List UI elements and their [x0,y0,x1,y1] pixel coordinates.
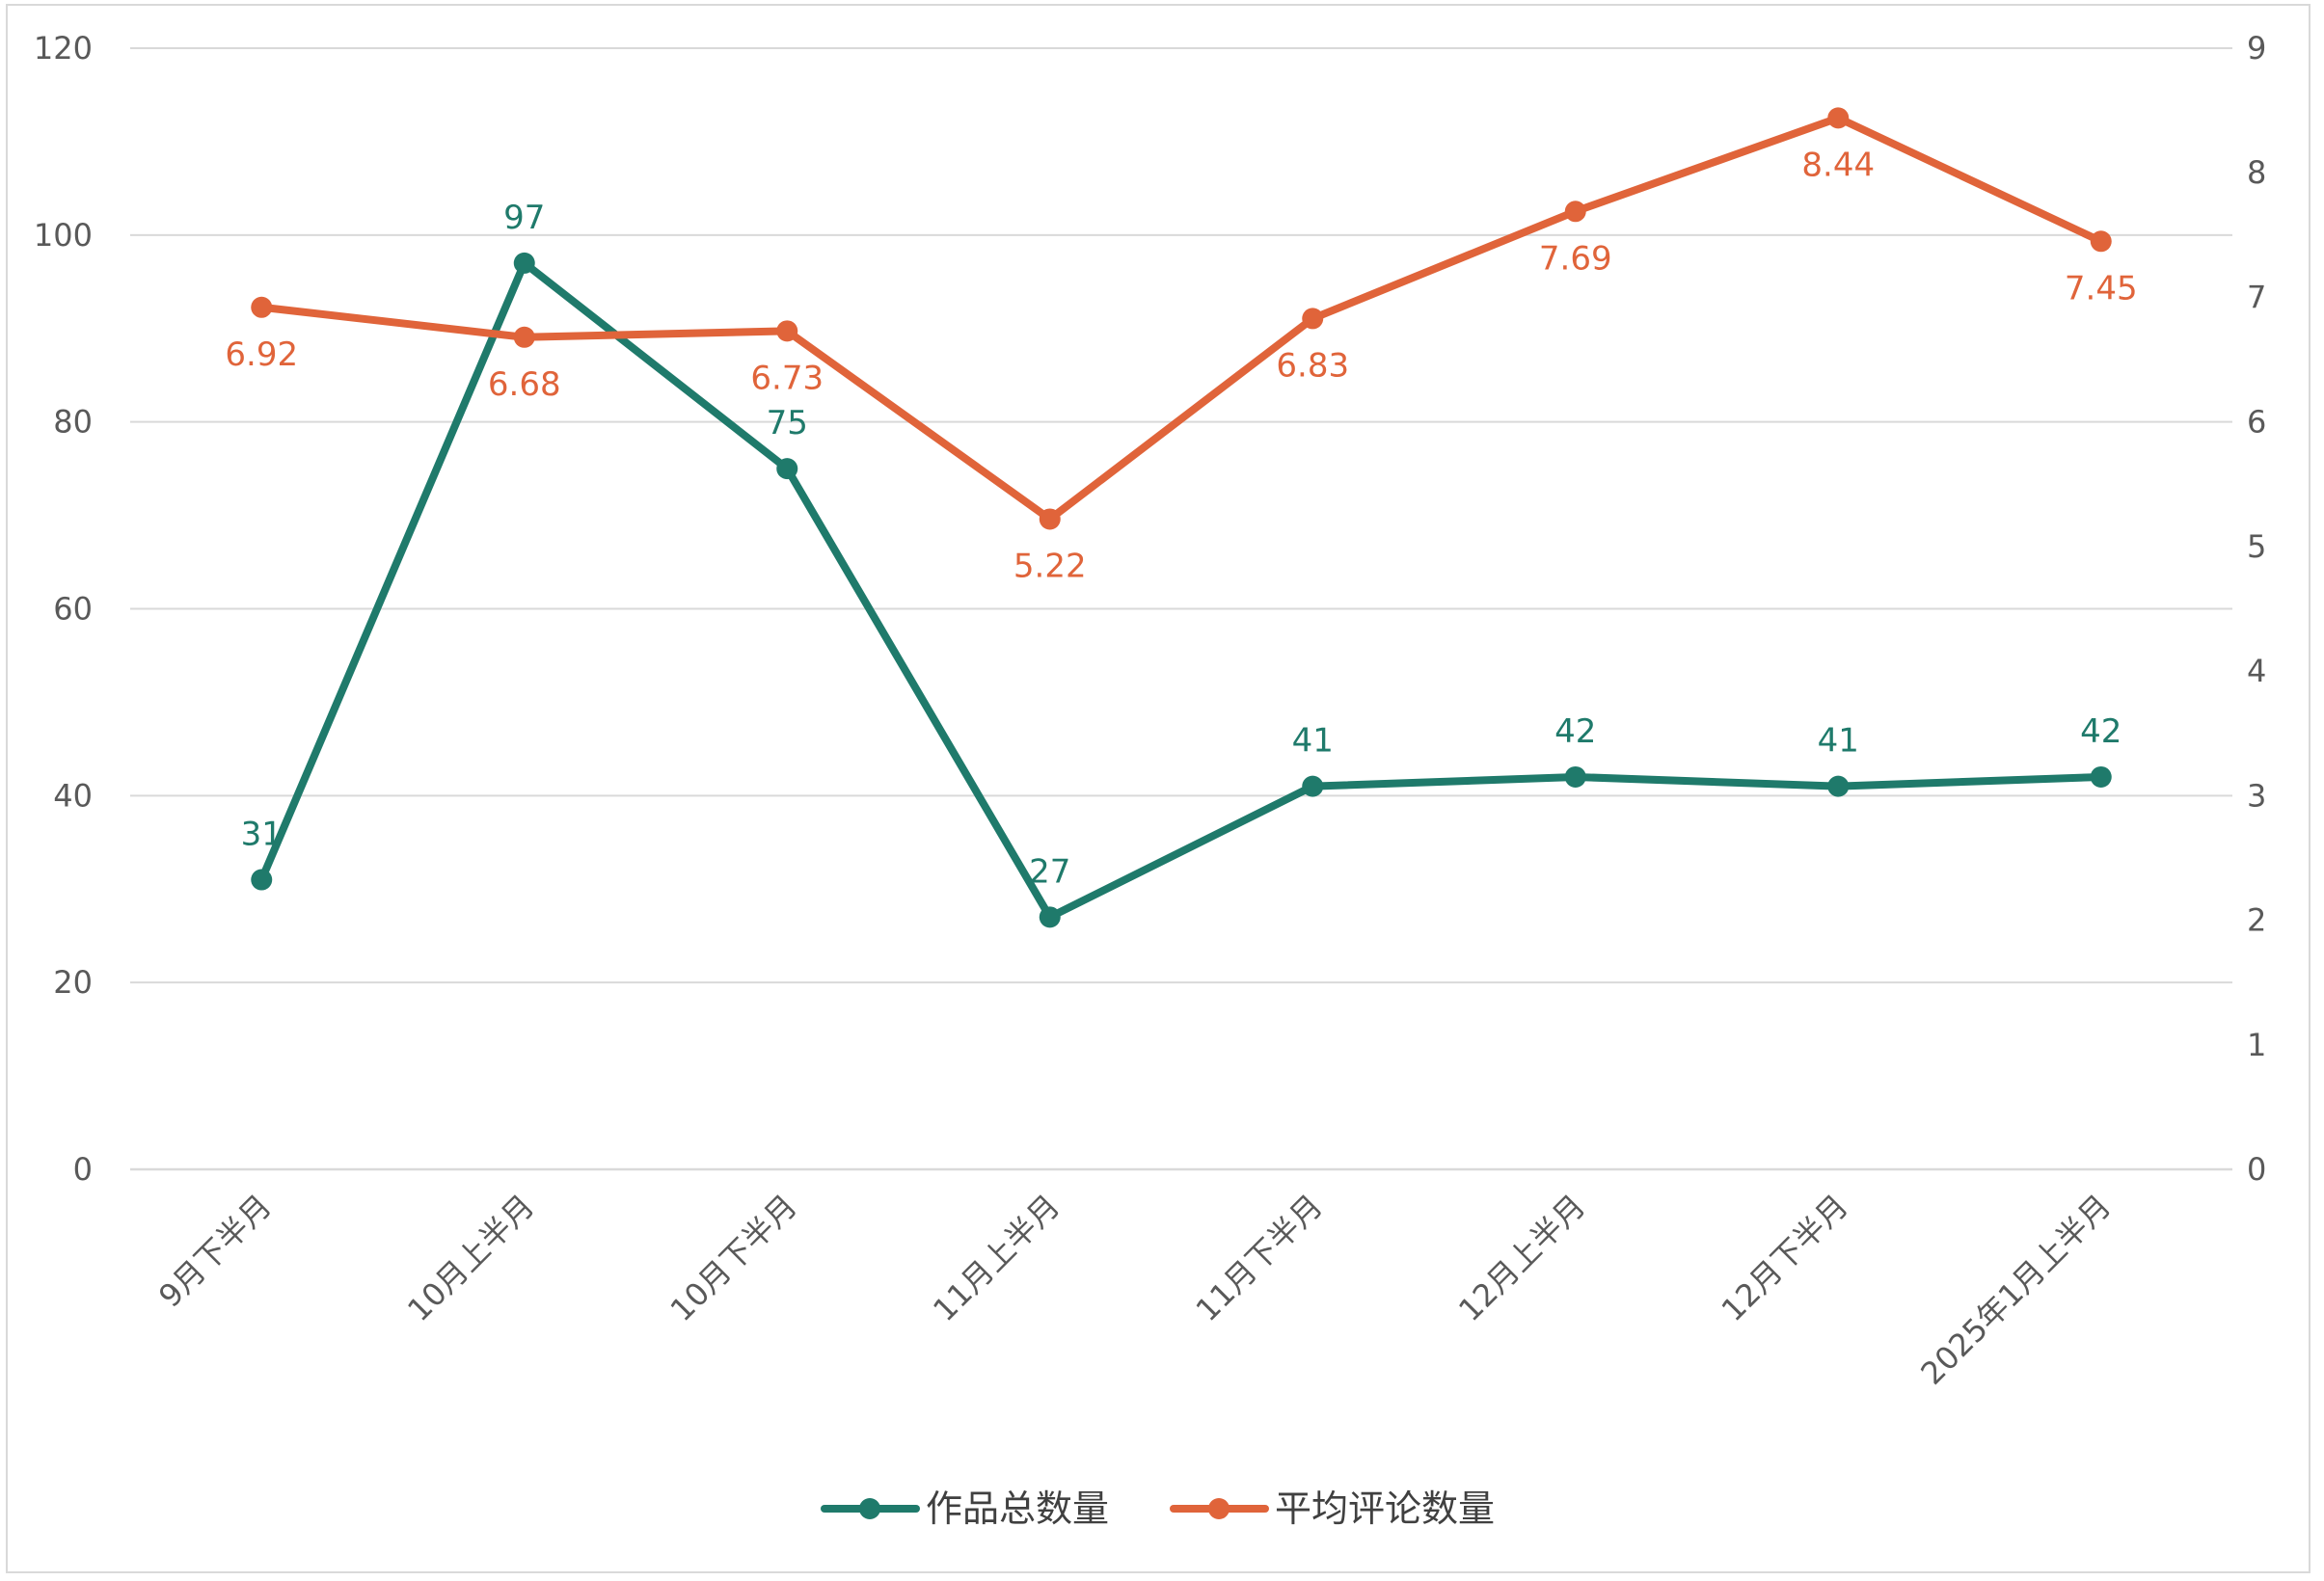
data-point [1039,906,1061,928]
data-point [251,869,273,891]
left-y-axis: 0 20 40 60 80 100 120 [34,30,93,1188]
data-label: 5.22 [1013,547,1087,585]
data-point [1827,775,1850,797]
data-point [2090,765,2112,788]
data-point [251,296,273,318]
category-label: 11月上半月 [926,1188,1067,1328]
right-y-axis: 0 1 2 3 4 5 6 7 8 9 [2247,30,2266,1188]
data-point [776,458,798,480]
data-label: 42 [2080,712,2121,751]
left-tick-label: 60 [53,591,93,628]
series-line [257,114,2105,523]
data-label: 75 [767,404,808,442]
legend-label: 平均评论数量 [1275,1487,1495,1530]
left-tick-label: 100 [34,217,93,254]
category-label: 12月下半月 [1715,1188,1855,1328]
series-line [257,258,2105,922]
data-label: 41 [1818,722,1859,761]
data-point [1302,308,1324,330]
right-tick-label: 3 [2247,777,2266,814]
data-label: 8.44 [1801,146,1875,184]
gridlines [130,47,2232,1171]
x-axis: 9月下半月 10月上半月 10月下半月 11月上半月 11月下半月 12月上半月 12月下半… [151,1188,2118,1392]
data-point [513,326,535,348]
data-label: 27 [1029,852,1070,891]
right-tick-label: 1 [2247,1027,2266,1063]
data-label: 31 [241,816,283,854]
data-label: 6.68 [488,365,561,404]
data-point [1564,201,1586,223]
category-label: 12月上半月 [1451,1188,1592,1328]
right-tick-label: 7 [2247,279,2266,315]
category-label: 10月下半月 [663,1188,804,1328]
category-label: 2025年1月上半月 [1913,1188,2118,1392]
data-label: 42 [1554,712,1596,751]
data-point [1039,508,1061,530]
data-point [1302,775,1324,797]
right-tick-label: 2 [2247,902,2266,939]
category-label: 11月下半月 [1189,1188,1330,1328]
legend-marker [859,1498,880,1519]
data-label: 7.69 [1539,239,1612,278]
legend-marker [1208,1498,1230,1519]
legend-label: 作品总数量 [926,1487,1109,1530]
data-label: 6.73 [750,359,824,397]
category-label: 10月上半月 [400,1188,541,1328]
data-point [1827,107,1850,129]
series: 31 97 75 27 41 42 41 42 6.92 6.68 6.73 5.22 6.83 7.69… [225,107,2138,928]
data-point [513,252,535,274]
right-tick-label: 5 [2247,528,2266,565]
right-tick-label: 0 [2247,1151,2266,1188]
data-label: 7.45 [2065,269,2138,308]
data-label: 6.83 [1276,346,1349,385]
data-point [1564,765,1586,788]
data-point [776,320,798,342]
right-tick-label: 6 [2247,404,2266,441]
left-tick-label: 80 [53,404,93,441]
data-point [2090,230,2112,253]
right-tick-label: 4 [2247,653,2266,689]
category-label: 9月下半月 [151,1188,279,1315]
data-label: 6.92 [225,335,298,374]
left-tick-label: 40 [53,777,93,814]
right-tick-label: 9 [2247,30,2266,67]
legend: 作品总数量 平均评论数量 [821,1487,1495,1530]
chart-frame [6,4,2310,1573]
left-tick-label: 0 [73,1151,93,1188]
left-tick-label: 120 [34,30,93,67]
right-tick-label: 8 [2247,154,2266,191]
data-label: 41 [1292,722,1334,761]
left-tick-label: 20 [53,964,93,1001]
data-label: 97 [503,199,545,237]
